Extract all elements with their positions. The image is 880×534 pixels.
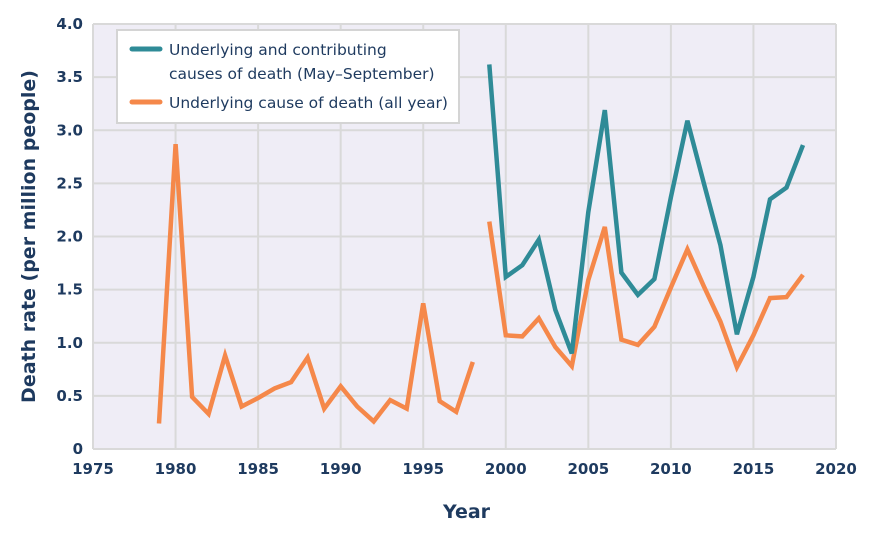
legend-label-orange: Underlying cause of death (all year)	[169, 94, 448, 112]
y-tick-label: 2.0	[56, 228, 83, 246]
x-tick-label: 2020	[815, 460, 857, 478]
x-tick-label: 2015	[733, 460, 775, 478]
legend: Underlying and contributing causes of de…	[116, 29, 460, 124]
x-tick-label: 2010	[650, 460, 692, 478]
x-axis-title: Year	[442, 501, 491, 523]
x-tick-label: 2000	[485, 460, 527, 478]
y-tick-label: 1.5	[56, 281, 83, 299]
y-tick-label: 2.5	[56, 174, 83, 192]
x-tick-label: 1985	[237, 460, 279, 478]
y-axis-ticks: 0 0.5 1.0 1.5 2.0 2.5 3.0 3.5 4.0	[56, 15, 83, 458]
series-line-underlying-contributing-may-sep	[487, 64, 806, 355]
series-line-underlying-all-year	[487, 221, 805, 373]
x-tick-label: 1990	[320, 460, 362, 478]
x-tick-label: 1975	[72, 460, 114, 478]
y-tick-label: 0.5	[56, 387, 83, 405]
series-line-underlying-all-year	[156, 143, 475, 425]
y-tick-label: 3.0	[56, 121, 83, 139]
legend-box	[116, 29, 460, 124]
legend-label-teal-line1: Underlying and contributing	[169, 41, 387, 59]
legend-label-teal-line2: causes of death (May–September)	[169, 65, 435, 83]
x-tick-label: 1995	[402, 460, 444, 478]
x-axis-ticks: 1975 1980 1985 1990 1995 2000 2005 2010 2015 2020	[72, 460, 857, 478]
series-lines	[156, 64, 806, 425]
x-tick-label: 1980	[155, 460, 197, 478]
y-tick-label: 1.0	[56, 334, 83, 352]
y-tick-label: 0	[73, 440, 83, 458]
y-tick-label: 3.5	[56, 68, 83, 86]
y-axis-title: Death rate (per million people)	[18, 70, 40, 403]
x-tick-label: 2005	[567, 460, 609, 478]
y-tick-label: 4.0	[56, 15, 83, 33]
